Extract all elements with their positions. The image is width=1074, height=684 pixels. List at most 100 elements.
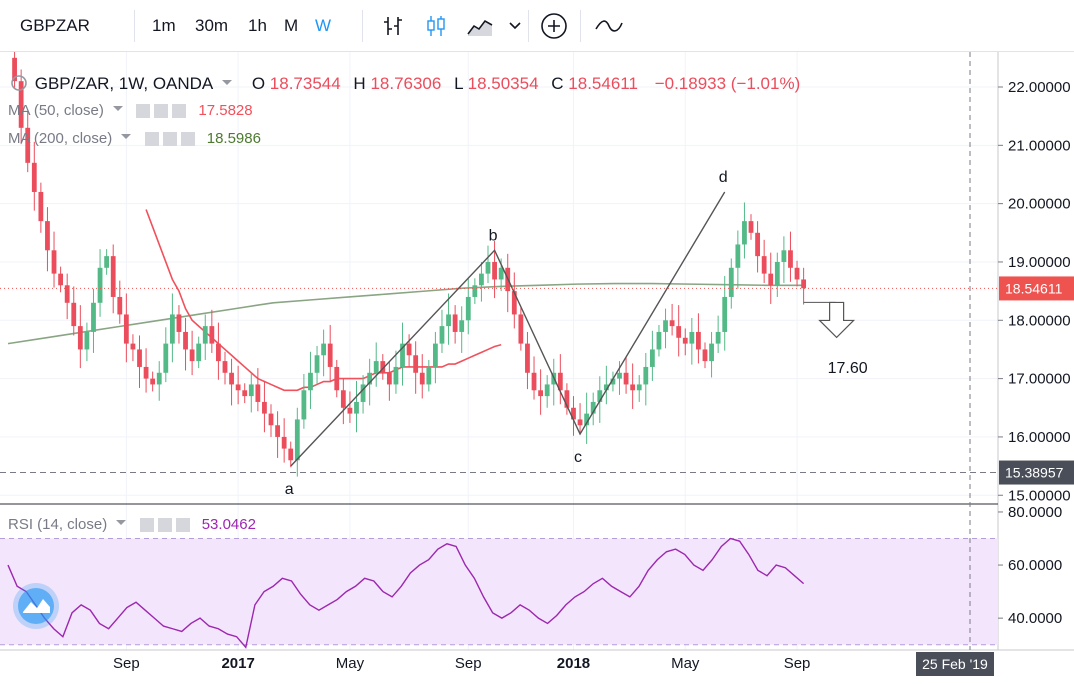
candle <box>755 221 760 273</box>
candle <box>406 334 412 367</box>
candle-body <box>12 57 17 82</box>
candle <box>143 348 149 393</box>
close-icon[interactable] <box>172 104 187 119</box>
candle <box>432 331 438 384</box>
compare-icon[interactable] <box>594 16 624 36</box>
candle-body <box>176 314 182 332</box>
candle <box>255 368 261 412</box>
candle-body <box>577 419 583 426</box>
candle-body <box>130 343 136 350</box>
candle <box>84 322 90 362</box>
candle-body <box>58 273 64 286</box>
candle <box>169 293 175 363</box>
ma50-legend: MA (50, close) 17.5828 <box>8 102 253 119</box>
candle <box>419 354 425 399</box>
candle <box>176 305 182 344</box>
last-price-badge <box>999 276 1074 301</box>
interval-week-button[interactable]: W <box>315 16 332 35</box>
price-axis[interactable]: 15.00000 16.00000 17.00000 18.00000 19.00000… <box>998 79 1074 504</box>
ohlc-close-label: C <box>551 74 564 93</box>
candle-body <box>386 372 392 385</box>
legend-chevron-icon[interactable] <box>115 518 127 528</box>
candle <box>656 324 662 357</box>
candle <box>18 69 24 145</box>
area-style-icon[interactable] <box>466 14 494 38</box>
candle <box>110 244 116 314</box>
candle-body <box>728 267 734 297</box>
candle-body <box>91 302 96 332</box>
time-tick-label: 2017 <box>221 655 254 672</box>
tradingview-logo-icon[interactable] <box>12 582 60 630</box>
abcd-polyline <box>290 191 726 467</box>
price-chart[interactable]: a b c d 17.60 15.00000 16.00000 17.00000 18.000… <box>0 52 1074 684</box>
candle <box>334 359 340 398</box>
candle <box>531 356 537 400</box>
candle-style-icon[interactable] <box>424 14 448 38</box>
crosshair-date-label: 25 Feb '19 <box>922 656 988 672</box>
candle <box>51 231 57 288</box>
rsi-pane <box>0 537 998 649</box>
interval-1h-button[interactable]: 1h <box>248 16 267 35</box>
rsi-axis[interactable]: 40.0000 60.0000 80.0000 <box>998 504 1062 627</box>
ma200-legend-value: 18.5986 <box>206 130 261 147</box>
candle <box>525 331 530 390</box>
candle <box>696 313 701 364</box>
candle-body <box>439 326 445 344</box>
candle <box>235 365 241 405</box>
settings-icon[interactable] <box>162 132 177 147</box>
candle-body <box>564 390 570 408</box>
candle-body <box>196 343 202 362</box>
eye-icon[interactable] <box>136 104 151 119</box>
legend-chevron-icon[interactable] <box>120 132 132 142</box>
candle <box>209 309 215 353</box>
candle <box>459 306 465 353</box>
candle-body <box>268 413 274 426</box>
candle-body <box>584 413 590 426</box>
pattern-point-label: a <box>285 481 294 498</box>
candle <box>564 383 570 415</box>
eye-icon[interactable] <box>139 518 154 533</box>
bar-style-icon[interactable] <box>382 14 406 38</box>
close-icon[interactable] <box>180 132 195 147</box>
candle-body <box>84 331 90 350</box>
interval-30m-button[interactable]: 30m <box>195 16 229 35</box>
candle <box>354 380 359 433</box>
candle-body <box>649 349 655 367</box>
candle-body <box>202 326 208 344</box>
time-tick-label: Sep <box>113 655 140 672</box>
last-price-label: 18.54611 <box>1005 280 1063 296</box>
candle <box>584 392 590 444</box>
close-icon[interactable] <box>175 518 190 533</box>
candle-body <box>308 372 313 391</box>
add-indicator-icon[interactable] <box>540 12 568 40</box>
candle <box>636 375 642 402</box>
candle-body <box>156 372 162 385</box>
interval-month-button[interactable]: M <box>284 16 299 35</box>
time-tick-label: May <box>671 655 700 672</box>
candle <box>742 202 747 259</box>
candle <box>31 141 37 211</box>
candle <box>242 383 248 404</box>
candle <box>446 293 451 345</box>
candle <box>544 375 550 408</box>
candle <box>288 441 294 468</box>
interval-1m-button[interactable]: 1m <box>152 16 176 35</box>
legend-chevron-icon[interactable] <box>112 104 124 114</box>
candle-body <box>235 384 241 391</box>
chevron-down-icon[interactable] <box>508 20 522 32</box>
candle <box>301 373 307 429</box>
settings-icon[interactable] <box>157 518 172 533</box>
legend-chevron-icon[interactable] <box>221 78 233 88</box>
symbol-search-button[interactable]: GBPZAR <box>20 16 90 35</box>
eye-icon[interactable] <box>144 132 159 147</box>
candle-body <box>104 256 110 268</box>
candle-body <box>360 384 366 402</box>
time-axis[interactable]: Sep 2017 May Sep 2018 May Sep 25 Feb '19 <box>113 652 994 676</box>
price-tick-label: 21.00000 <box>1008 137 1071 154</box>
candle-body <box>51 250 57 274</box>
settings-icon[interactable] <box>154 104 169 119</box>
candle-body <box>709 343 714 362</box>
candle-body <box>380 361 386 373</box>
candle <box>715 315 721 353</box>
pattern-point-label: b <box>489 227 498 244</box>
